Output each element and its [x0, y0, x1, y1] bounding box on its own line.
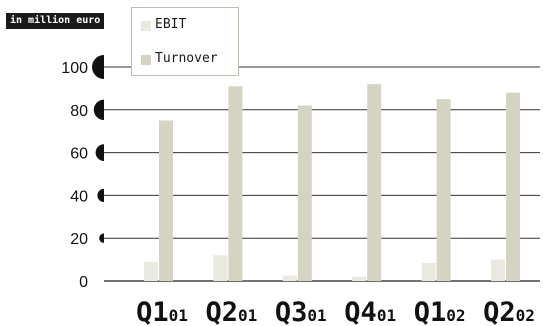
x-axis-ticks: Q101 Q201 Q301 Q401 Q102 Q202: [136, 297, 535, 326]
bar-turnover-q3-01: [297, 105, 312, 282]
ytick-marker-60: [95, 144, 104, 161]
bar-ebit-q2-02: [491, 259, 505, 281]
legend-label-turnover: Turnover: [155, 51, 218, 66]
ytick-label-40: 40: [70, 188, 88, 205]
xtick-label-q2-01: Q201: [206, 297, 258, 326]
bars: [144, 84, 520, 282]
bar-ebit-q1-01: [144, 261, 158, 281]
xtick-label-q3-01: Q301: [275, 297, 327, 326]
legend-swatch-ebit: [141, 21, 151, 31]
xtick-label-q2-02: Q202: [483, 297, 535, 326]
bar-ebit-q3-01: [282, 275, 297, 281]
ytick-label-0: 0: [79, 274, 88, 291]
ytick-marker-20: [99, 233, 104, 243]
ytick-label-100: 100: [61, 60, 88, 77]
bar-ebit-q4-01: [352, 276, 367, 281]
ytick-label-20: 20: [70, 231, 88, 248]
ytick-label-80: 80: [70, 103, 88, 120]
bar-turnover-q4-01: [367, 84, 382, 282]
bar-turnover-q1-01: [159, 120, 173, 281]
legend-label-ebit: EBIT: [155, 17, 187, 32]
ytick-marker-40: [97, 188, 104, 202]
unit-label: in million euro: [6, 13, 105, 29]
bar-turnover-q2-01: [228, 86, 243, 281]
xtick-label-q1-01: Q101: [136, 297, 188, 326]
y-axis-ticks: 0 20 40 60 80 100: [61, 55, 104, 291]
ytick-marker-100: [92, 55, 104, 79]
xtick-label-q1-02: Q102: [414, 297, 466, 326]
ytick-label-60: 60: [70, 146, 88, 163]
legend: EBIT Turnover: [131, 7, 239, 76]
ytick-marker-80: [93, 99, 104, 120]
bar-turnover-q1-02: [436, 99, 451, 281]
xtick-label-q4-01: Q401: [344, 297, 396, 326]
bar-turnover-q2-02: [506, 92, 520, 282]
bar-ebit-q2-01: [213, 255, 228, 281]
legend-swatch-turnover: [141, 55, 151, 65]
bar-ebit-q1-02: [421, 262, 436, 281]
